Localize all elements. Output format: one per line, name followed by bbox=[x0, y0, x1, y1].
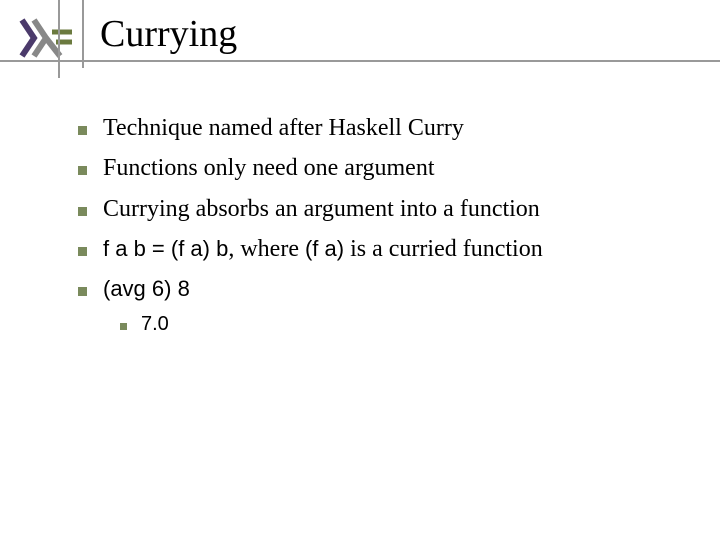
bullet-item: Currying absorbs an argument into a func… bbox=[78, 193, 698, 225]
bullet-square-icon bbox=[78, 126, 87, 135]
bullet-item: f a b = (f a) b, where (f a) is a currie… bbox=[78, 233, 698, 265]
slide-title: Currying bbox=[100, 12, 237, 56]
vertical-rule-2 bbox=[82, 0, 84, 68]
bullet-item: Technique named after Haskell Curry bbox=[78, 112, 698, 144]
text-span: , where bbox=[228, 236, 305, 262]
bullet-text: Functions only need one argument bbox=[103, 152, 435, 184]
code-span: f a b = (f a) b bbox=[103, 236, 228, 261]
sub-bullet-item: 7.0 bbox=[120, 311, 698, 338]
bullet-square-icon bbox=[78, 247, 87, 256]
bullet-square-icon bbox=[78, 166, 87, 175]
text-span: is a curried function bbox=[344, 236, 543, 262]
bullet-text: Currying absorbs an argument into a func… bbox=[103, 193, 540, 225]
bullet-square-icon bbox=[120, 323, 127, 330]
vertical-rule-1 bbox=[58, 0, 60, 78]
bullet-text: (avg 6) 8 bbox=[103, 274, 190, 304]
bullet-square-icon bbox=[78, 207, 87, 216]
bullet-square-icon bbox=[78, 287, 87, 296]
horizontal-rule bbox=[0, 60, 720, 62]
bullet-text: Technique named after Haskell Curry bbox=[103, 112, 464, 144]
bullet-item: Functions only need one argument bbox=[78, 152, 698, 184]
slide-header: Currying bbox=[0, 0, 720, 70]
haskell-logo-icon bbox=[18, 18, 74, 58]
code-span: (f a) bbox=[305, 236, 344, 261]
bullet-text: f a b = (f a) b, where (f a) is a currie… bbox=[103, 233, 543, 265]
sub-bullet-text: 7.0 bbox=[141, 311, 169, 338]
bullet-item: (avg 6) 8 bbox=[78, 274, 698, 304]
slide-content: Technique named after Haskell Curry Func… bbox=[78, 112, 698, 346]
